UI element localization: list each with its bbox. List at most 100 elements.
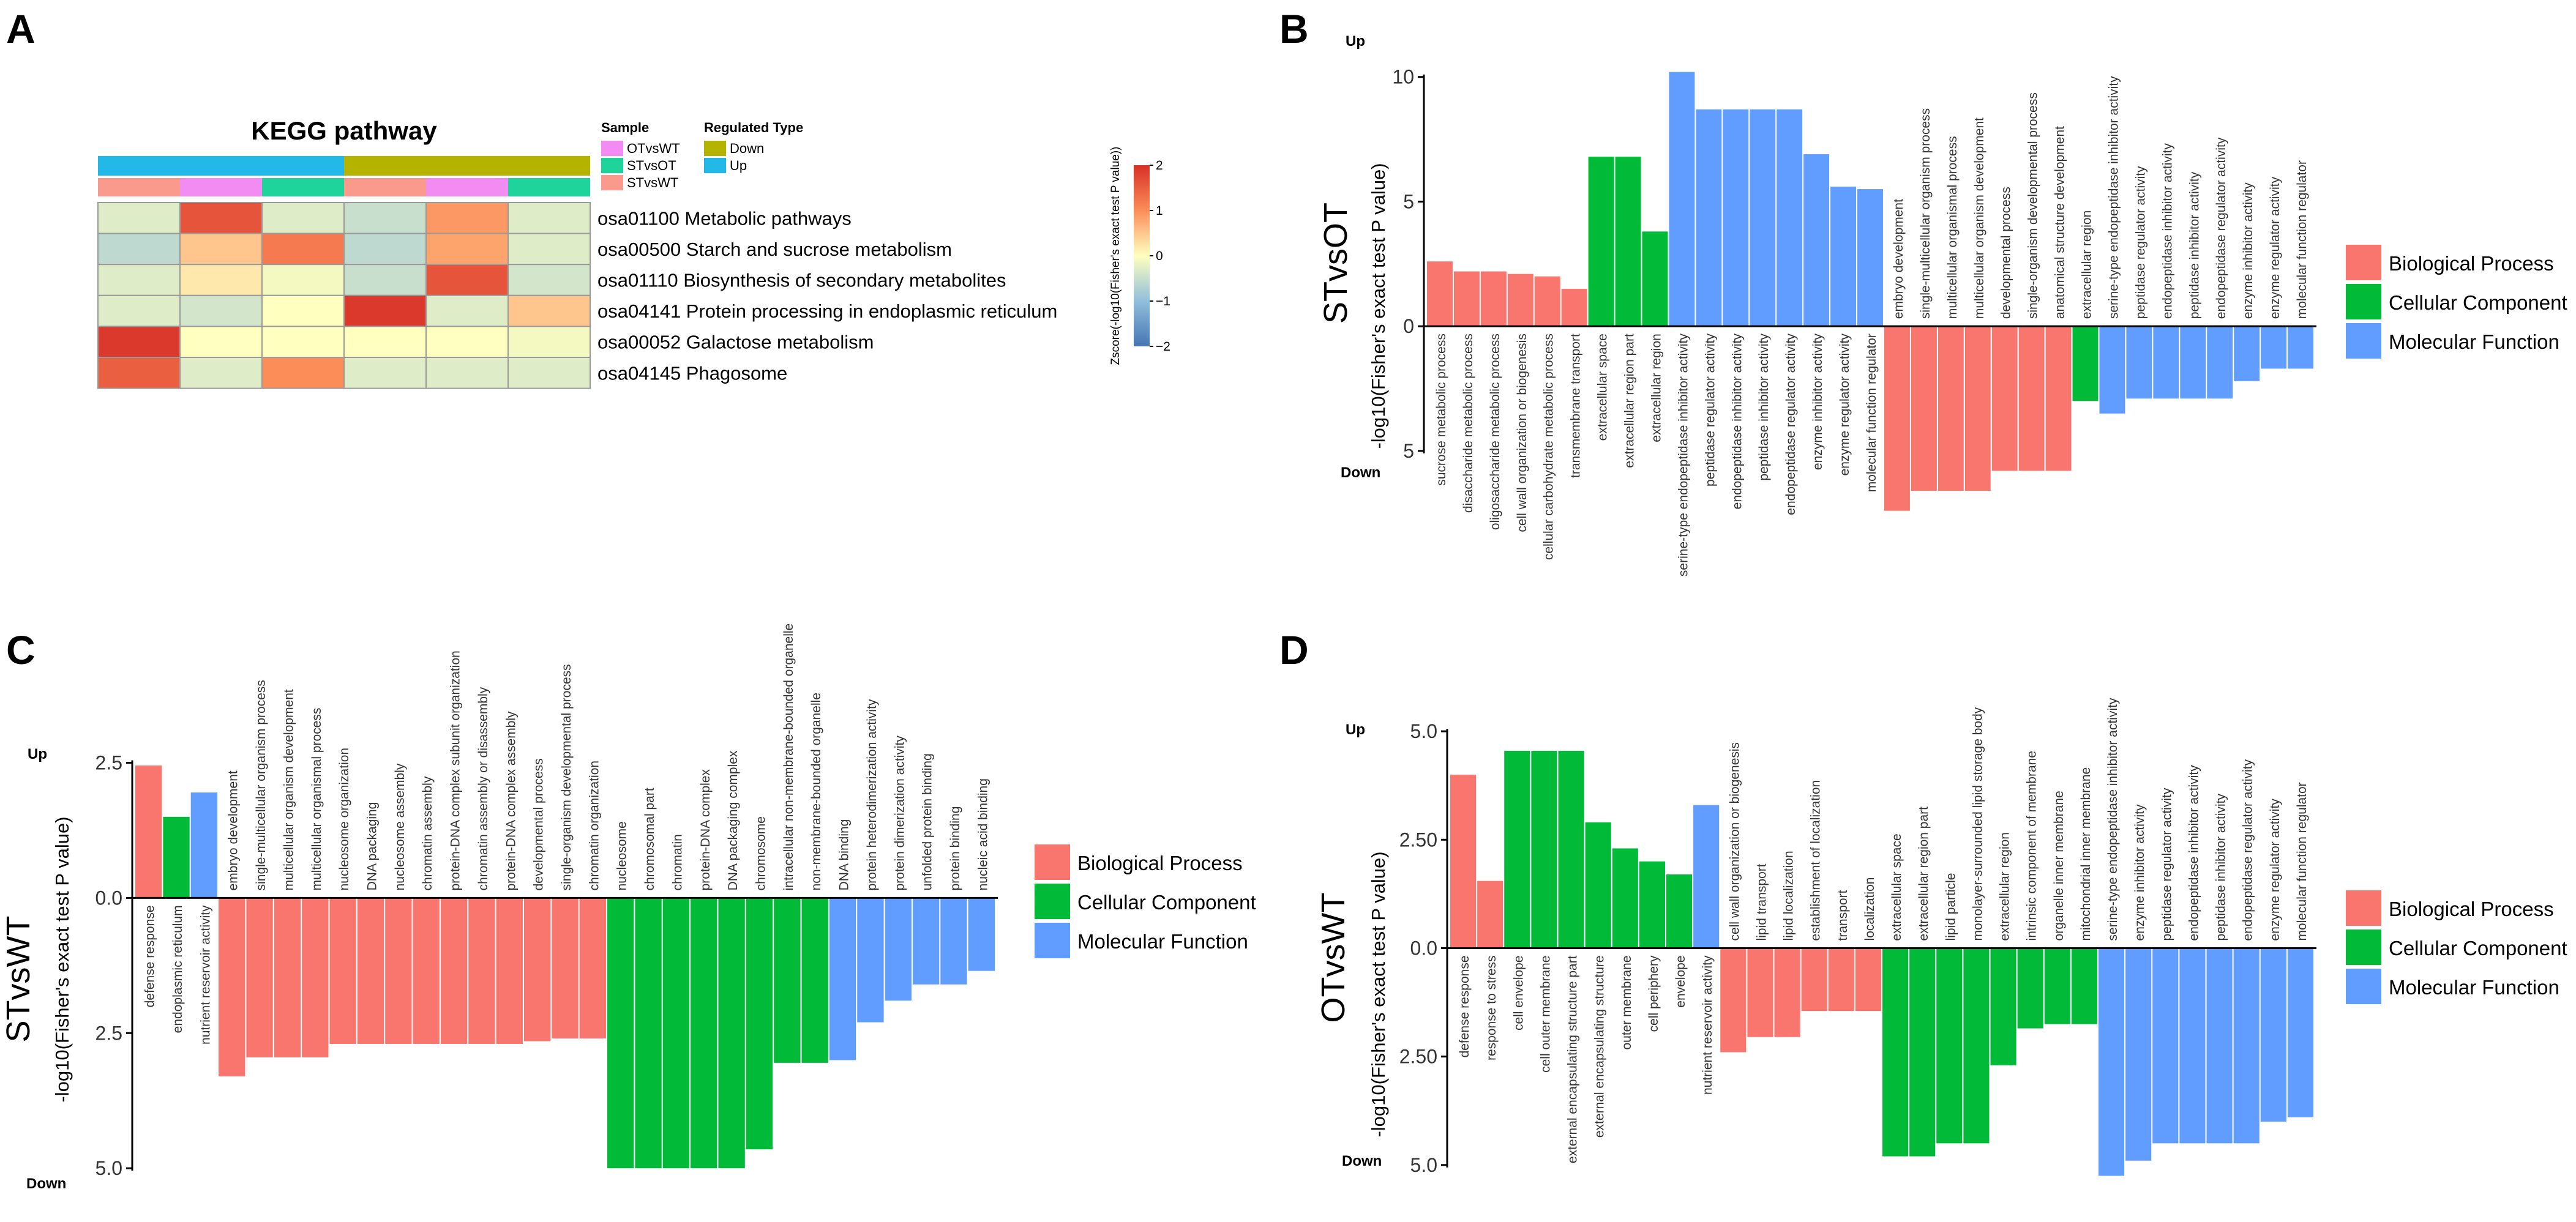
bar-label: sucrose metabolic process bbox=[1434, 333, 1448, 486]
bar-label: protein-DNA complex bbox=[698, 769, 713, 890]
regulated-type-legend: Regulated Type Down Up bbox=[704, 120, 803, 173]
heatmap-cell bbox=[179, 326, 263, 359]
bar-label: localization bbox=[1863, 877, 1877, 941]
bar-down-nucleic-acid-binding bbox=[968, 898, 995, 971]
bar-label: nutrient reservoir activity bbox=[1701, 955, 1715, 1095]
bar-down-serine-type-endopeptidase-inhibitor-activity bbox=[2099, 948, 2125, 1176]
bar-label: enzyme inhibitor activity bbox=[1811, 333, 1825, 470]
bar-down-localization bbox=[1855, 948, 1881, 1012]
bar-label: multicellular organismal process bbox=[310, 708, 324, 891]
bar-label: lipid localization bbox=[1782, 851, 1796, 941]
bar-down-chromosomal-part bbox=[635, 898, 662, 1169]
sample-annotation-cell bbox=[98, 178, 180, 196]
bar-label: defense response bbox=[143, 905, 157, 1007]
bar-label: extracellular region part bbox=[1917, 807, 1931, 941]
bar-down-mitochondrial-inner-membrane bbox=[2071, 948, 2097, 1024]
bar-label: enzyme regulator activity bbox=[1838, 333, 1852, 476]
bar-label: mitochondrial inner membrane bbox=[2079, 767, 2093, 941]
sample-label-otvswt: OTvsWT bbox=[627, 141, 680, 156]
bar-label: cell envelope bbox=[1511, 955, 1526, 1030]
bar-down-endopeptidase-regulator-activity bbox=[2233, 948, 2260, 1144]
bar-down-extracellular-region-part bbox=[1909, 948, 1936, 1157]
bar-label: endopeptidase regulator activity bbox=[1784, 333, 1798, 515]
heatmap-cell bbox=[179, 202, 263, 234]
legend-d-mf-swatch bbox=[2346, 969, 2381, 1004]
bar-label: single-organism developmental process bbox=[2026, 92, 2040, 319]
bar-label: molecular function regulator bbox=[2295, 160, 2309, 319]
bar-down-single-multicellular-organism-process bbox=[1911, 326, 1937, 491]
legend-c-mf-label: Molecular Function bbox=[1077, 930, 1248, 953]
bar-down-embryo-development bbox=[1884, 326, 1910, 511]
legend-c-cc-label: Cellular Component bbox=[1077, 891, 1256, 914]
bar-label: endopeptidase inhibitor activity bbox=[1730, 333, 1744, 510]
bar-down-molecular-function-regulator bbox=[2287, 948, 2313, 1117]
heatmap-row-label: osa01110 Biosynthesis of secondary metab… bbox=[597, 270, 1006, 291]
sample-label-stvswt: STvsWT bbox=[627, 175, 678, 190]
bar-label: endopeptidase inhibitor activity bbox=[2187, 765, 2201, 941]
bar-label: external encapsulating structure bbox=[1593, 955, 1607, 1138]
heatmap-cell bbox=[97, 202, 181, 234]
y-axis-tick-label: 5 bbox=[1403, 440, 1414, 462]
comparison-label: STvsOT bbox=[1317, 203, 1354, 324]
bar-label: endopeptidase regulator activity bbox=[2241, 759, 2255, 941]
heatmap-cell bbox=[343, 326, 427, 359]
heatmap-cell bbox=[425, 264, 509, 296]
bar-down-single-multicellular-organism-process bbox=[246, 898, 273, 1058]
bar-label: non-membrane-bounded organelle bbox=[809, 693, 823, 890]
heatmap-cell bbox=[179, 357, 263, 389]
bar-label: defense response bbox=[1458, 955, 1472, 1057]
y-axis-tick-label: 0.0 bbox=[95, 887, 122, 909]
bar-label: extracellular region part bbox=[1623, 333, 1637, 468]
heatmap-cell bbox=[179, 264, 263, 296]
bar-label: enzyme regulator activity bbox=[2268, 799, 2282, 941]
y-axis-tick-label: 5.0 bbox=[1410, 1154, 1437, 1176]
bar-label: DNA packaging bbox=[365, 802, 380, 891]
bar-down-non-membrane-bounded-organelle bbox=[801, 898, 828, 1063]
bar-label: protein dimerization activity bbox=[893, 736, 907, 891]
bar-down-peptidase-regulator-activity bbox=[2152, 948, 2179, 1144]
bar-label: cell wall organization or biogenesis bbox=[1515, 333, 1529, 532]
bar-down-protein-dna-complex bbox=[691, 898, 717, 1169]
bar-up-serine-type-endopeptidase-inhibitor-activity bbox=[1669, 72, 1695, 327]
down-label: Down bbox=[26, 1175, 66, 1192]
sample-annotation-cell bbox=[344, 178, 426, 196]
bar-up-external-encapsulating-structure bbox=[1585, 822, 1611, 948]
colorbar-tick-label: 1 bbox=[1156, 204, 1163, 218]
colorbar-tick-label: 0 bbox=[1156, 249, 1163, 263]
heatmap-cell bbox=[425, 357, 509, 389]
bar-down-serine-type-endopeptidase-inhibitor-activity bbox=[2099, 326, 2125, 414]
bar-down-endopeptidase-inhibitor-activity bbox=[2179, 948, 2206, 1144]
bar-label: endopeptidase inhibitor activity bbox=[2160, 143, 2174, 319]
colorbar-ticks: 2 1 0 −1 −2 bbox=[1150, 158, 1170, 354]
heatmap-cell bbox=[97, 357, 181, 389]
heatmap-cell bbox=[343, 202, 427, 234]
bar-down-molecular-function-regulator bbox=[2288, 326, 2313, 369]
legend-c: Biological Process Cellular Component Mo… bbox=[1035, 844, 1256, 958]
y-axis-tick-label: 5.0 bbox=[1410, 720, 1437, 742]
bar-down-enzyme-regulator-activity bbox=[2260, 948, 2286, 1122]
bar-label: multicellular organismal process bbox=[1945, 136, 1960, 319]
bar-label: nucleosome assembly bbox=[393, 763, 407, 890]
heatmap-row-labels: osa01100 Metabolic pathways osa00500 Star… bbox=[597, 207, 1057, 384]
bar-up-transmembrane-transport bbox=[1561, 289, 1587, 327]
y-axis-tick-label: 0.0 bbox=[1410, 937, 1437, 959]
bar-label: disaccharide metabolic process bbox=[1461, 333, 1475, 513]
heatmap-cell bbox=[261, 202, 345, 234]
bar-down-establishment-of-localization bbox=[1801, 948, 1827, 1012]
bar-label: oligosaccharide metabolic process bbox=[1488, 333, 1502, 530]
bar-down-transport bbox=[1828, 948, 1854, 1012]
bar-label: external encapsulating structure part bbox=[1566, 955, 1580, 1163]
bar-label: lipid transport bbox=[1754, 863, 1769, 941]
bar-label: developmental process bbox=[532, 758, 546, 890]
bar-down-extracellular-region bbox=[1990, 948, 2016, 1065]
legend-b: Biological Process Cellular Component Mo… bbox=[2346, 245, 2567, 359]
bar-up-envelope bbox=[1666, 874, 1693, 948]
bar-label: chromatin assembly bbox=[421, 776, 435, 890]
bar-label: nucleosome bbox=[615, 821, 629, 890]
bar-label: anatomical structure development bbox=[2053, 126, 2067, 319]
bar-label: embryo development bbox=[1892, 199, 1906, 319]
bar-label: nucleosome organization bbox=[337, 748, 351, 890]
heatmap-row-label: osa00052 Galactose metabolism bbox=[597, 332, 874, 353]
down-label: Down bbox=[1341, 464, 1380, 481]
bar-label: peptidase regulator activity bbox=[2160, 788, 2174, 941]
